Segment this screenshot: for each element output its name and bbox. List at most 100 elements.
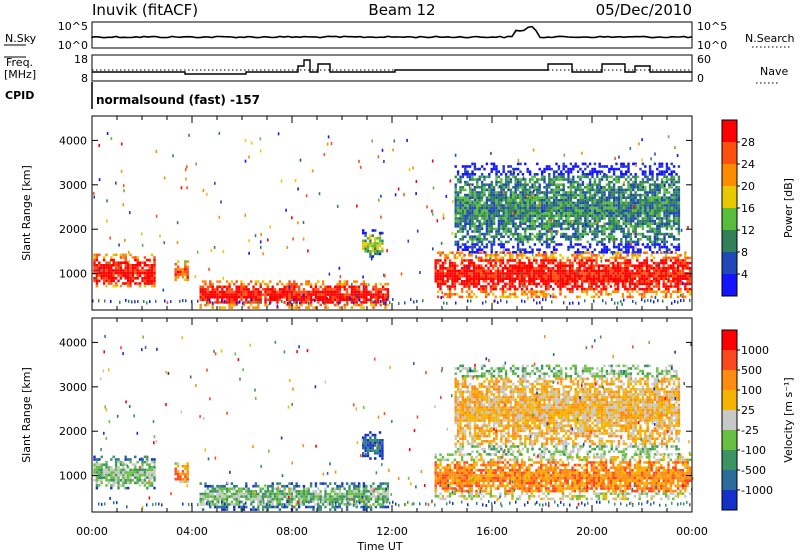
range-gate-cell	[93, 463, 95, 466]
range-gate-cell	[634, 264, 636, 267]
range-gate-cell	[541, 225, 543, 228]
range-gate-cell	[435, 259, 437, 262]
range-gate-cell	[599, 215, 601, 218]
range-gate-cell	[666, 202, 668, 205]
range-gate-cell	[684, 288, 686, 291]
range-gate-cell	[545, 293, 547, 296]
range-gate-cell	[483, 267, 485, 270]
range-gate-cell	[474, 178, 476, 181]
range-gate-cell	[615, 199, 617, 202]
range-gate-cell	[93, 261, 95, 264]
range-gate-cell	[560, 196, 562, 199]
range-gate-cell	[454, 270, 456, 273]
range-gate-cell	[515, 217, 517, 220]
scatter-echo-cell	[601, 200, 603, 203]
range-gate-cell	[551, 215, 553, 218]
range-gate-cell	[603, 267, 605, 270]
range-gate-cell	[579, 296, 581, 299]
range-gate-cell	[216, 293, 218, 296]
range-gate-cell	[536, 212, 538, 215]
range-gate-cell	[627, 209, 629, 212]
range-gate-cell	[510, 212, 512, 215]
range-gate-cell	[649, 212, 651, 215]
range-gate-cell	[547, 257, 549, 260]
near-range-cell	[299, 302, 301, 305]
range-gate-cell	[534, 212, 536, 215]
range-gate-cell	[486, 196, 488, 199]
range-gate-cell	[584, 186, 586, 189]
range-gate-cell	[617, 264, 619, 267]
range-gate-cell	[515, 186, 517, 189]
range-gate-cell	[654, 196, 656, 199]
range-gate-cell	[134, 267, 136, 270]
scatter-echo-cell	[262, 252, 264, 255]
range-gate-cell	[588, 264, 590, 267]
range-gate-cell	[238, 291, 240, 294]
range-gate-cell	[666, 233, 668, 236]
range-gate-cell	[541, 215, 543, 218]
range-gate-cell	[634, 254, 636, 257]
range-gate-cell	[498, 215, 500, 218]
range-gate-cell	[557, 270, 559, 273]
range-gate-cell	[536, 248, 538, 251]
range-gate-cell	[591, 270, 593, 273]
scatter-echo-cell	[489, 257, 491, 260]
range-gate-cell	[606, 228, 608, 231]
range-gate-cell	[677, 257, 679, 260]
range-gate-cell	[557, 283, 559, 286]
range-gate-cell	[594, 215, 596, 218]
range-gate-cell	[471, 194, 473, 197]
range-gate-cell	[534, 207, 536, 210]
range-gate-cell	[529, 246, 531, 249]
range-gate-cell	[582, 191, 584, 194]
range-gate-cell	[221, 291, 223, 294]
range-gate-cell	[671, 204, 673, 207]
range-gate-cell	[639, 168, 641, 171]
range-gate-cell	[635, 241, 637, 244]
range-gate-cell	[507, 165, 509, 168]
near-range-cell	[293, 298, 295, 301]
range-gate-cell	[599, 165, 601, 168]
range-gate-cell	[353, 299, 355, 302]
range-gate-cell	[557, 272, 559, 275]
range-gate-cell	[603, 270, 605, 273]
range-gate-cell	[512, 217, 514, 220]
scatter-echo-cell	[564, 154, 566, 157]
range-gate-cell	[226, 291, 228, 294]
range-gate-cell	[651, 264, 653, 267]
range-gate-cell	[655, 272, 657, 275]
range-gate-cell	[517, 189, 519, 192]
range-gate-cell	[493, 222, 495, 225]
range-gate-cell	[559, 270, 561, 273]
range-gate-cell	[629, 259, 631, 262]
range-gate-cell	[437, 296, 439, 299]
range-gate-cell	[495, 285, 497, 288]
range-gate-cell	[618, 186, 620, 189]
range-gate-cell	[459, 191, 461, 194]
range-gate-cell	[293, 293, 295, 296]
range-gate-cell	[315, 291, 317, 294]
range-gate-cell	[486, 225, 488, 228]
range-gate-cell	[617, 272, 619, 275]
range-gate-cell	[327, 286, 329, 289]
range-gate-cell	[339, 299, 341, 302]
range-gate-cell	[459, 254, 461, 257]
range-gate-cell	[613, 191, 615, 194]
scatter-echo-cell	[576, 270, 578, 273]
range-gate-cell	[689, 280, 691, 283]
range-gate-cell	[101, 274, 103, 277]
range-gate-cell	[341, 283, 343, 286]
range-gate-cell	[654, 204, 656, 207]
range-gate-cell	[543, 186, 545, 189]
scatter-echo-cell	[412, 166, 414, 169]
y-tick-label: 4000	[59, 134, 87, 147]
range-gate-cell	[527, 170, 529, 173]
range-gate-cell	[632, 176, 634, 179]
range-gate-cell	[132, 264, 134, 267]
range-gate-cell	[344, 280, 346, 283]
range-gate-cell	[678, 165, 680, 168]
range-gate-cell	[606, 246, 608, 249]
range-gate-cell	[575, 217, 577, 220]
range-gate-cell	[510, 228, 512, 231]
range-gate-cell	[591, 288, 593, 291]
